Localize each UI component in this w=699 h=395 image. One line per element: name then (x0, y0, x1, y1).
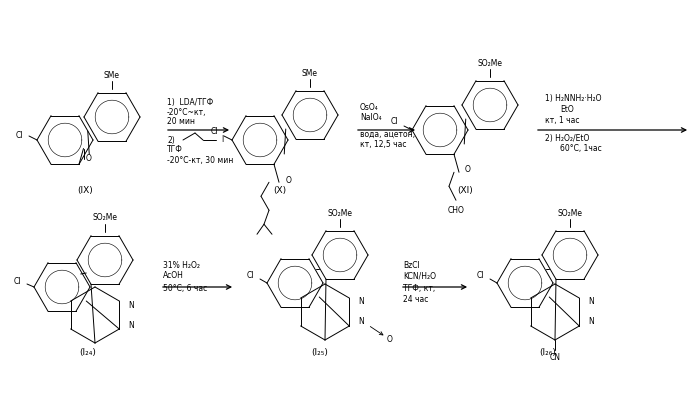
Text: EtO: EtO (560, 105, 574, 113)
Text: SMe: SMe (302, 68, 318, 77)
Text: 24 час: 24 час (403, 295, 428, 303)
Text: 2): 2) (167, 135, 175, 145)
Text: Cl: Cl (390, 117, 398, 126)
Text: ТГФ: ТГФ (167, 145, 183, 154)
Text: 2) H₂O₂/EtO: 2) H₂O₂/EtO (545, 134, 589, 143)
Text: Cl: Cl (246, 271, 254, 280)
Text: 20 мин: 20 мин (167, 117, 195, 126)
Text: 60°С, 1час: 60°С, 1час (560, 145, 602, 154)
Text: -20°С~кт,: -20°С~кт, (167, 107, 206, 117)
Text: Cl: Cl (15, 130, 23, 139)
Text: 31% H₂O₂: 31% H₂O₂ (163, 260, 200, 269)
Text: N: N (358, 297, 364, 307)
Text: O: O (465, 165, 471, 174)
Text: I: I (221, 135, 223, 145)
Text: NaIO₄: NaIO₄ (360, 113, 382, 122)
Text: кт, 12,5 час: кт, 12,5 час (360, 139, 407, 149)
Text: Cl: Cl (13, 278, 21, 286)
Text: N: N (588, 318, 594, 327)
Text: ТГФ, кт,: ТГФ, кт, (403, 284, 435, 293)
Text: Cl: Cl (210, 128, 218, 137)
Text: SO₂Me: SO₂Me (477, 58, 503, 68)
Text: (XI): (XI) (457, 186, 473, 194)
Text: KCN/H₂O: KCN/H₂O (403, 271, 436, 280)
Text: N: N (128, 301, 134, 310)
Text: -20°С-кт, 30 мин: -20°С-кт, 30 мин (167, 156, 233, 164)
Text: (I₂₆): (I₂₆) (540, 348, 556, 357)
Text: CN: CN (549, 354, 561, 363)
Text: 1)  LDA/ТГФ: 1) LDA/ТГФ (167, 98, 213, 107)
Text: N: N (128, 320, 134, 329)
Text: 1) H₂NNH₂·H₂O: 1) H₂NNH₂·H₂O (545, 94, 602, 102)
Text: (X): (X) (273, 186, 287, 194)
Text: SO₂Me: SO₂Me (328, 209, 352, 218)
Text: O: O (85, 154, 92, 163)
Text: O: O (387, 335, 393, 344)
Text: вода, ацетон,: вода, ацетон, (360, 130, 415, 139)
Text: 50°C, 6 час: 50°C, 6 час (163, 284, 207, 293)
Text: (I₂₅): (I₂₅) (312, 348, 329, 357)
Text: BzCl: BzCl (403, 260, 420, 269)
Text: N: N (588, 297, 594, 307)
Text: (IX): (IX) (77, 186, 93, 194)
Text: SO₂Me: SO₂Me (92, 214, 117, 222)
Text: OsO₄: OsO₄ (360, 103, 379, 113)
Text: Cl: Cl (476, 271, 484, 280)
Text: AcOH: AcOH (163, 271, 184, 280)
Text: O: O (286, 176, 292, 185)
Text: CHO: CHO (447, 206, 464, 215)
Text: SO₂Me: SO₂Me (558, 209, 582, 218)
Text: (I₂₄): (I₂₄) (80, 348, 96, 357)
Text: SMe: SMe (104, 70, 120, 79)
Text: кт, 1 час: кт, 1 час (545, 115, 579, 124)
Text: N: N (358, 318, 364, 327)
